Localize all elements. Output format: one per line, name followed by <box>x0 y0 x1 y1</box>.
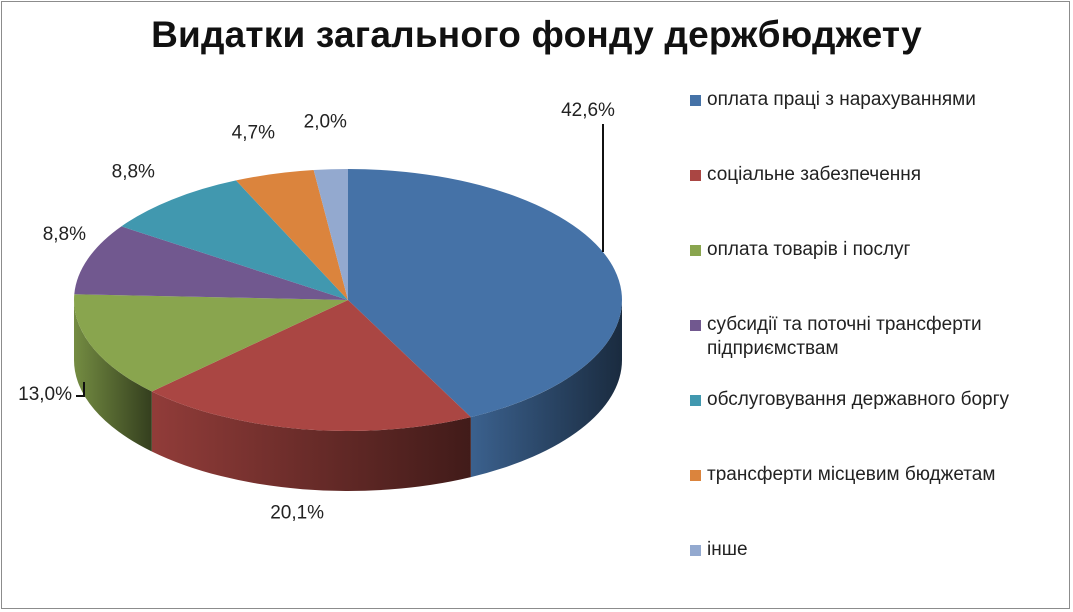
leader-lines <box>76 124 604 397</box>
legend-item-5: трансферти місцевим бюджетам <box>690 463 1042 487</box>
pie-slice-5 <box>236 170 348 300</box>
pie-sides <box>73 300 622 491</box>
legend-label-3: субсидії та поточні трансферти підприємс… <box>707 314 982 359</box>
pie-slice-3 <box>74 226 348 300</box>
pie-slice-0 <box>348 169 622 418</box>
pie-slice-2 <box>74 294 349 392</box>
legend-label-5: трансферти місцевим бюджетам <box>707 464 996 485</box>
legend-item-6: інше <box>690 538 1042 562</box>
legend-item-1: соціальне забезпечення <box>690 163 1042 187</box>
legend-label-1: соціальне забезпечення <box>707 164 922 185</box>
leader-line-2 <box>76 382 85 397</box>
legend-swatch-3 <box>690 320 701 331</box>
data-label-2: 13,0% <box>18 384 72 405</box>
pie-slice-1 <box>151 300 471 431</box>
legend-swatch-2 <box>690 245 701 256</box>
legend-label-4: обслуговування державного боргу <box>707 389 1010 410</box>
legend-item-0: оплата праці з нарахуваннями <box>690 88 1042 112</box>
pie-slice-6 <box>313 169 348 300</box>
legend-item-4: обслуговування державного боргу <box>690 388 1042 412</box>
data-label-3: 8,8% <box>43 224 86 245</box>
legend-swatch-0 <box>690 95 701 106</box>
data-label-6: 2,0% <box>304 111 347 132</box>
data-label-1: 20,1% <box>270 503 324 524</box>
pie-side-2 <box>73 300 152 452</box>
legend-swatch-1 <box>690 170 701 181</box>
chart-title: Видатки загального фонду держбюджету <box>151 14 922 55</box>
legend-label-2: оплата товарів і послуг <box>707 239 911 260</box>
pie-slices <box>74 169 622 431</box>
legend-item-3: субсидії та поточні трансферти підприємс… <box>690 313 1042 361</box>
legend-swatch-6 <box>690 545 701 556</box>
pie-side-0 <box>470 300 622 478</box>
data-labels: 42,6% 20,1% 13,0% 8,8% 8,8% 4,7% 2,0% <box>18 100 615 524</box>
legend-label-0: оплата праці з нарахуваннями <box>707 89 976 110</box>
legend-label-6: інше <box>707 539 748 560</box>
legend-swatch-5 <box>690 470 701 481</box>
data-label-0: 42,6% <box>561 100 615 121</box>
pie-side-1 <box>151 391 471 491</box>
data-label-5: 4,7% <box>232 123 275 144</box>
legend-item-2: оплата товарів і послуг <box>690 238 1042 262</box>
legend-swatch-4 <box>690 395 701 406</box>
pie-slice-4 <box>121 180 349 300</box>
data-label-4: 8,8% <box>112 161 155 182</box>
